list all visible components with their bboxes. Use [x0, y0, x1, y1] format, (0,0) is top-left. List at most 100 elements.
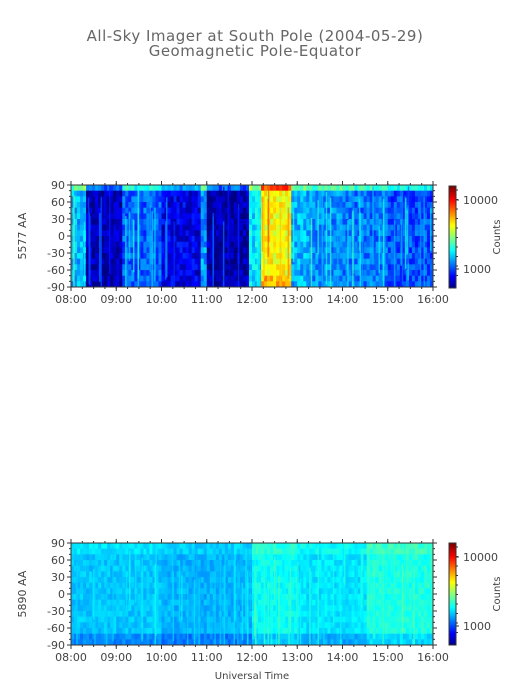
heatmap-cell — [200, 236, 205, 243]
heatmap-cell — [230, 616, 235, 623]
heatmap-cell — [303, 207, 307, 214]
heatmap-cell — [306, 554, 310, 561]
heatmap-cell — [188, 571, 193, 578]
heatmap-cell — [158, 571, 163, 578]
heatmap-cell — [170, 258, 175, 265]
heatmap-cell — [242, 241, 247, 248]
heatmap-cell — [212, 219, 217, 226]
colorbar-cell — [449, 188, 456, 191]
heatmap-cell — [89, 560, 93, 567]
heatmap-cell — [209, 571, 214, 578]
heatmap-cell — [191, 258, 196, 265]
heatmap-cell — [74, 270, 78, 277]
heatmap-cell — [131, 633, 135, 640]
heatmap-cell — [420, 616, 425, 623]
heatmap-cell — [426, 605, 431, 612]
heatmap-cell — [131, 571, 135, 578]
heatmap-cell — [215, 207, 220, 214]
heatmap-cell — [414, 253, 419, 260]
heatmap-cell — [242, 247, 247, 254]
heatmap-cell — [318, 594, 322, 601]
heatmap-cell — [182, 219, 187, 226]
heatmap-cell — [414, 560, 419, 567]
heatmap-cell — [420, 577, 425, 584]
heatmap-cell — [161, 253, 166, 260]
heatmap-cell — [245, 554, 250, 561]
heatmap-cell — [360, 639, 365, 645]
heatmap-cell — [170, 611, 175, 618]
heatmap-cell — [276, 565, 280, 572]
heatmap-cell — [119, 548, 123, 555]
heatmap-cell — [288, 202, 292, 209]
heatmap-cell — [146, 548, 151, 555]
heatmap-cell — [330, 628, 335, 635]
heatmap-cell — [77, 616, 81, 623]
heatmap-cell — [420, 230, 425, 237]
heatmap-cell — [101, 616, 105, 623]
heatmap-cell — [285, 543, 289, 550]
heatmap-cell — [167, 264, 172, 271]
heatmap-cell — [375, 548, 380, 555]
heatmap-cell — [185, 253, 190, 260]
heatmap-cell — [297, 196, 301, 203]
heatmap-cell — [330, 588, 335, 595]
heatmap-cell — [288, 264, 292, 271]
heatmap-cell — [233, 264, 238, 271]
heatmap-cell — [318, 275, 322, 282]
heatmap-cell — [200, 616, 205, 623]
heatmap-cell — [149, 275, 154, 282]
heatmap-cell — [408, 247, 413, 254]
heatmap-cell — [209, 202, 214, 209]
colorbar-cell — [449, 251, 456, 254]
heatmap-cell — [336, 202, 341, 209]
heatmap-cell — [101, 185, 105, 192]
heatmap-cell — [203, 622, 208, 629]
heatmap-cell — [173, 207, 178, 214]
heatmap-cell — [426, 548, 431, 555]
heatmap-cell — [330, 219, 335, 226]
heatmap-cell — [366, 190, 371, 197]
heatmap-cell — [236, 554, 241, 561]
heatmap-cell — [140, 219, 144, 226]
heatmap-cell — [101, 560, 105, 567]
heatmap-cell — [77, 565, 81, 572]
heatmap-cell — [387, 599, 392, 606]
heatmap-cell — [173, 253, 178, 260]
heatmap-cell — [270, 224, 274, 231]
heatmap-cell — [209, 236, 214, 243]
heatmap-cell — [134, 196, 138, 203]
heatmap-cell — [318, 560, 322, 567]
heatmap-cell — [411, 270, 416, 277]
heatmap-cell — [294, 270, 298, 277]
heatmap-cell — [161, 275, 166, 282]
heatmap-cell — [375, 588, 380, 595]
heatmap-cell — [348, 633, 353, 640]
heatmap-cell — [230, 582, 235, 589]
heatmap-cell — [300, 185, 304, 192]
heatmap-cell — [107, 554, 111, 561]
heatmap-cell — [315, 224, 319, 231]
heatmap-cell — [378, 599, 383, 606]
heatmap-cell — [80, 224, 84, 231]
heatmap-cell — [348, 213, 353, 220]
heatmap-streak — [73, 195, 75, 287]
heatmap-cell — [270, 554, 274, 561]
heatmap-cell — [408, 253, 413, 260]
heatmap-cell — [140, 275, 144, 282]
heatmap-cell — [384, 577, 389, 584]
heatmap-cell — [258, 543, 262, 550]
heatmap-cell — [315, 554, 319, 561]
heatmap-cell — [206, 202, 211, 209]
heatmap-cell — [206, 270, 211, 277]
heatmap-cell — [363, 264, 368, 271]
heatmap-cell — [387, 594, 392, 601]
heatmap-cell — [161, 247, 166, 254]
heatmap-cell — [158, 241, 163, 248]
heatmap-cell — [348, 594, 353, 601]
heatmap-cell — [291, 628, 295, 635]
heatmap-cell — [408, 202, 413, 209]
heatmap-cell — [143, 588, 148, 595]
heatmap-cell — [101, 594, 105, 601]
heatmap-cell — [276, 599, 280, 606]
heatmap-cell — [384, 247, 389, 254]
